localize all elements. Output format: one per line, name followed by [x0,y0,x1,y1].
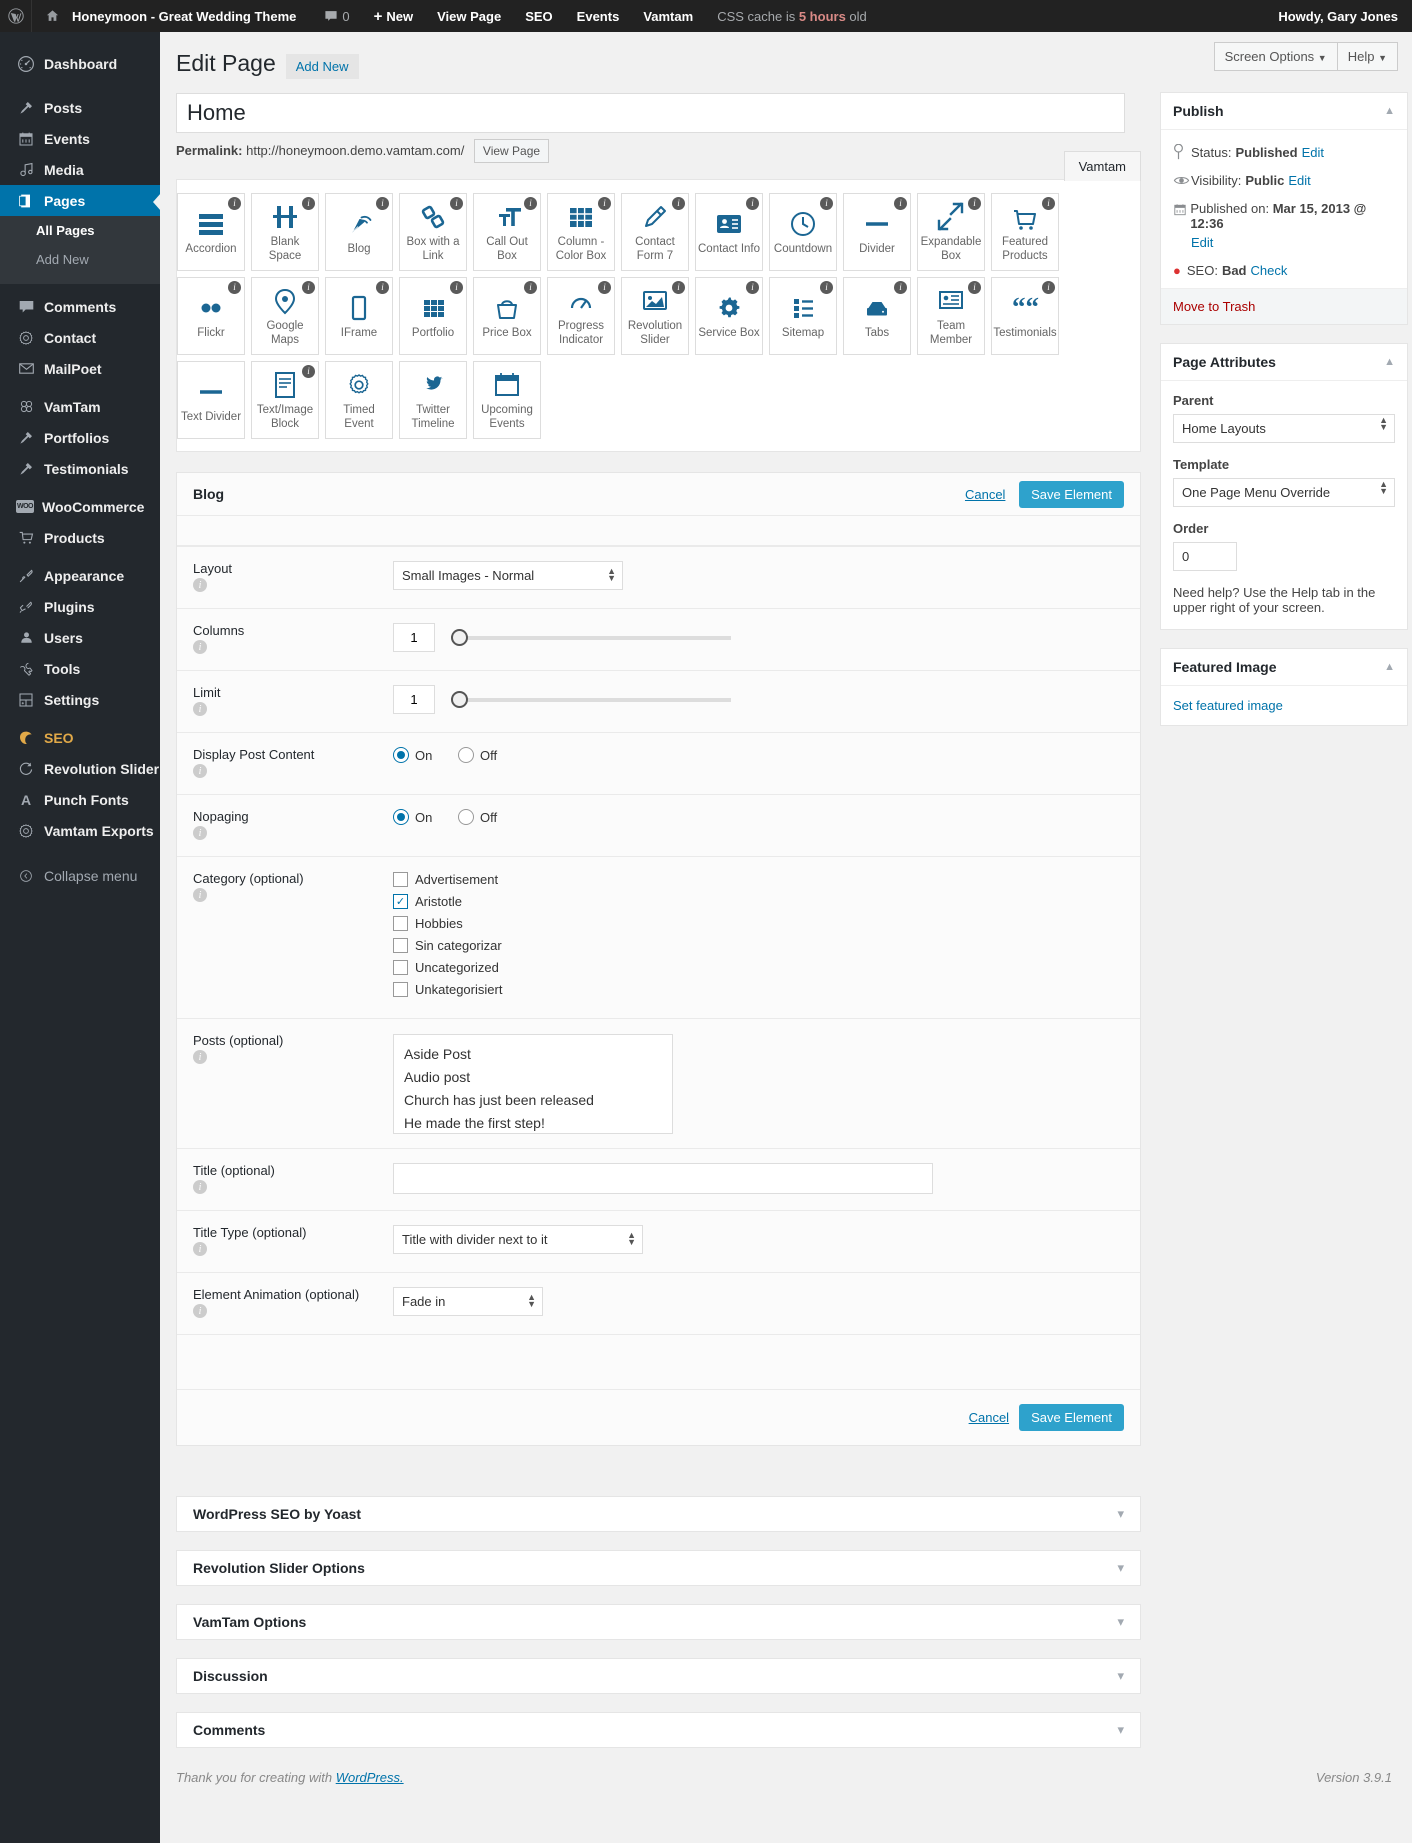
svg-text:““: ““ [1012,292,1039,322]
